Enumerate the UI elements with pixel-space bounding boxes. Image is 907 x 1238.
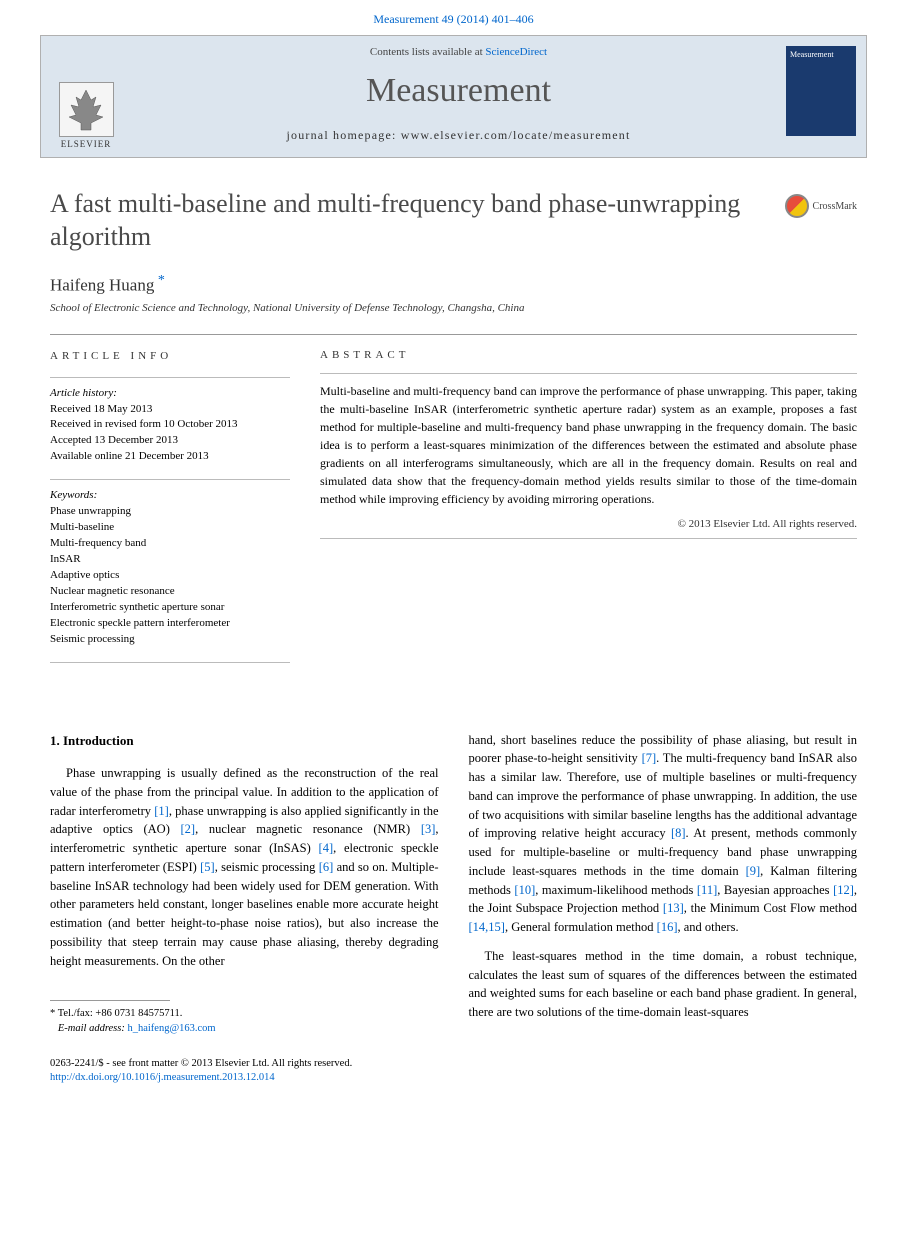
intro-paragraph: hand, short baselines reduce the possibi… xyxy=(469,731,858,937)
publisher-logo-area: ELSEVIER xyxy=(41,36,131,157)
info-abstract-row: ARTICLE INFO Article history: Received 1… xyxy=(50,349,857,671)
keyword: Adaptive optics xyxy=(50,569,119,581)
info-divider xyxy=(50,479,290,480)
crossmark-label: CrossMark xyxy=(813,201,857,212)
corresponding-star-icon[interactable]: * xyxy=(154,273,165,288)
keyword: Interferometric synthetic aperture sonar xyxy=(50,601,224,613)
elsevier-tree-icon xyxy=(59,82,114,137)
author-email-link[interactable]: h_haifeng@163.com xyxy=(127,1023,215,1034)
footnote-star-icon: * xyxy=(50,1008,58,1019)
keyword: Multi-baseline xyxy=(50,521,114,533)
body-column-left: 1. Introduction Phase unwrapping is usua… xyxy=(50,731,439,1037)
contents-available-line: Contents lists available at ScienceDirec… xyxy=(131,46,786,58)
abstract-text: Multi-baseline and multi-frequency band … xyxy=(320,382,857,508)
keywords-label: Keywords: xyxy=(50,489,97,501)
issn-line: 0263-2241/$ - see front matter © 2013 El… xyxy=(50,1058,352,1069)
keyword: Seismic processing xyxy=(50,633,135,645)
journal-name: Measurement xyxy=(131,72,786,110)
article-info-label: ARTICLE INFO xyxy=(50,349,290,365)
revised-date: Received in revised form 10 October 2013 xyxy=(50,418,238,430)
cover-thumbnail-area: Measurement xyxy=(786,36,866,157)
article-history: Article history: Received 18 May 2013 Re… xyxy=(50,386,290,466)
footnote-tel: Tel./fax: +86 0731 84575711. xyxy=(58,1008,183,1019)
abstract-divider xyxy=(320,373,857,374)
abstract-column: ABSTRACT Multi-baseline and multi-freque… xyxy=(320,349,857,671)
history-label: Article history: xyxy=(50,387,117,399)
keyword: Nuclear magnetic resonance xyxy=(50,585,175,597)
author-affiliation: School of Electronic Science and Technol… xyxy=(50,302,857,314)
citation-header: Measurement 49 (2014) 401–406 xyxy=(0,0,907,35)
keyword: Phase unwrapping xyxy=(50,505,131,517)
keyword: Multi-frequency band xyxy=(50,537,146,549)
author-name: Haifeng Huang * xyxy=(50,273,857,296)
intro-heading: 1. Introduction xyxy=(50,731,439,751)
abstract-copyright: © 2013 Elsevier Ltd. All rights reserved… xyxy=(320,518,857,530)
article-title: A fast multi-baseline and multi-frequenc… xyxy=(50,188,765,253)
citation-text[interactable]: Measurement 49 (2014) 401–406 xyxy=(373,12,533,26)
accepted-date: Accepted 13 December 2013 xyxy=(50,434,178,446)
info-divider xyxy=(50,377,290,378)
corresponding-footnote: * Tel./fax: +86 0731 84575711. E-mail ad… xyxy=(50,1007,439,1036)
keyword: InSAR xyxy=(50,553,81,565)
doi-link[interactable]: http://dx.doi.org/10.1016/j.measurement.… xyxy=(50,1072,275,1083)
title-row: A fast multi-baseline and multi-frequenc… xyxy=(50,188,857,253)
intro-paragraph: The least-squares method in the time dom… xyxy=(469,947,858,1022)
intro-paragraph: Phase unwrapping is usually defined as t… xyxy=(50,764,439,970)
article-info-column: ARTICLE INFO Article history: Received 1… xyxy=(50,349,290,671)
footnote-separator xyxy=(50,1000,170,1001)
journal-homepage[interactable]: journal homepage: www.elsevier.com/locat… xyxy=(131,128,786,143)
crossmark-badge[interactable]: CrossMark xyxy=(785,194,857,218)
crossmark-icon xyxy=(785,194,809,218)
sciencedirect-link[interactable]: ScienceDirect xyxy=(485,46,547,58)
email-label: E-mail address: xyxy=(58,1023,125,1034)
elsevier-name: ELSEVIER xyxy=(61,139,112,149)
keyword: Electronic speckle pattern interferomete… xyxy=(50,617,230,629)
body-column-right: hand, short baselines reduce the possibi… xyxy=(469,731,858,1037)
elsevier-logo[interactable]: ELSEVIER xyxy=(59,82,114,149)
page-footer: 0263-2241/$ - see front matter © 2013 El… xyxy=(0,1057,907,1106)
online-date: Available online 21 December 2013 xyxy=(50,450,209,462)
abstract-divider xyxy=(320,538,857,539)
received-date: Received 18 May 2013 xyxy=(50,403,152,415)
journal-cover-thumbnail[interactable]: Measurement xyxy=(786,46,856,136)
masthead-center: Contents lists available at ScienceDirec… xyxy=(131,36,786,157)
abstract-label: ABSTRACT xyxy=(320,349,857,361)
info-divider xyxy=(50,662,290,663)
body-text-columns: 1. Introduction Phase unwrapping is usua… xyxy=(50,731,857,1037)
journal-masthead: ELSEVIER Contents lists available at Sci… xyxy=(40,35,867,158)
divider xyxy=(50,334,857,335)
keywords-block: Keywords: Phase unwrapping Multi-baselin… xyxy=(50,488,290,647)
